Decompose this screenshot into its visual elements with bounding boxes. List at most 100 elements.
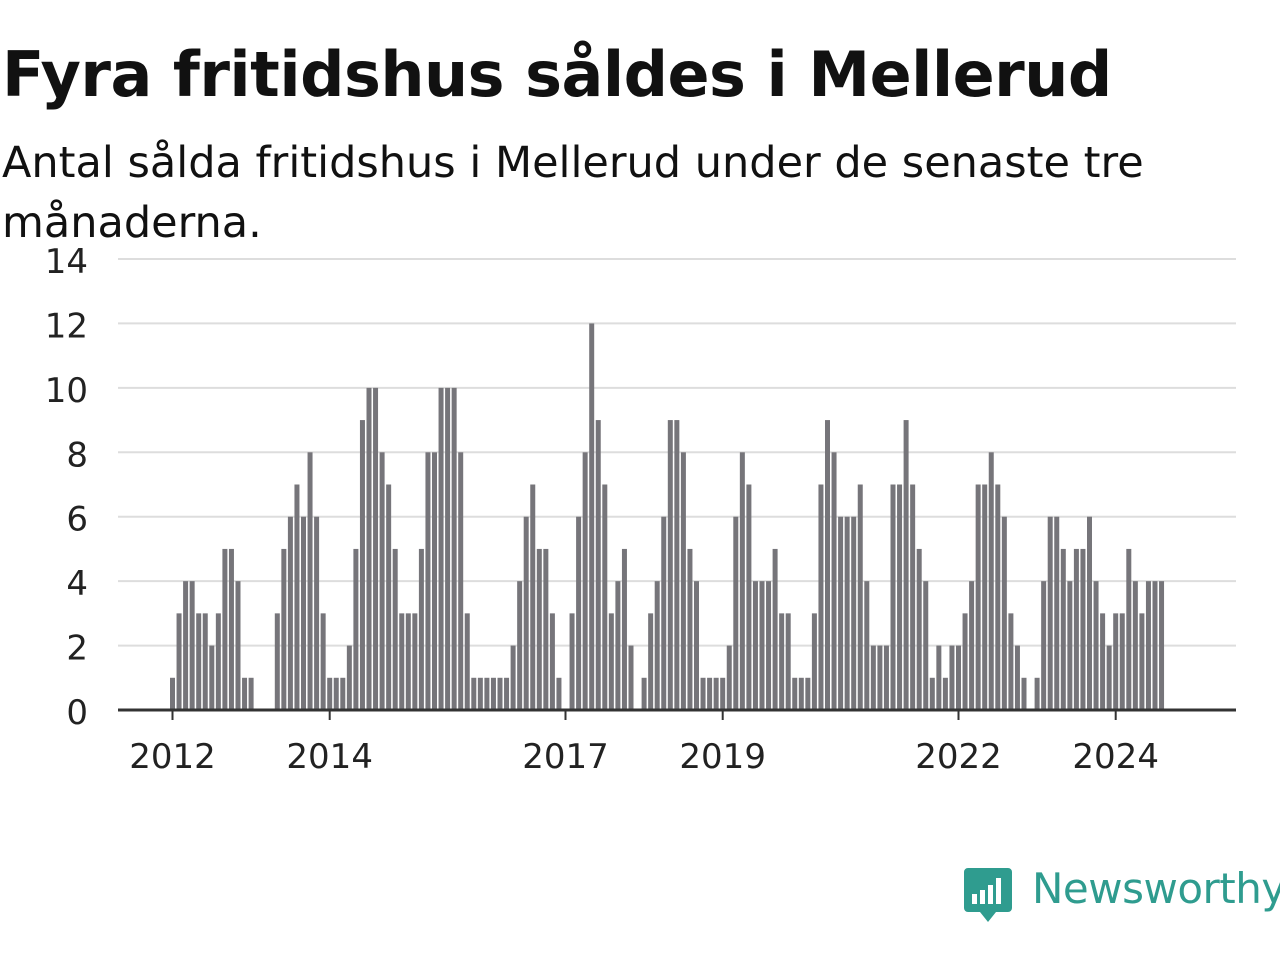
bar — [825, 420, 830, 710]
bar — [523, 516, 529, 710]
bar — [1014, 645, 1020, 710]
y-tick-label: 2 — [66, 629, 88, 669]
y-tick-label: 10 — [45, 371, 88, 411]
bar — [890, 484, 896, 710]
bar — [510, 645, 516, 710]
bar — [1139, 613, 1145, 710]
bar — [733, 516, 739, 710]
bar — [1106, 645, 1112, 710]
bar — [923, 581, 929, 710]
bar — [608, 613, 614, 710]
bar — [752, 581, 758, 710]
bar — [988, 452, 994, 710]
bar — [248, 677, 254, 710]
bar — [490, 677, 496, 710]
bar — [327, 677, 333, 710]
bar — [903, 420, 909, 710]
bar — [399, 613, 405, 710]
bar — [805, 677, 811, 710]
bar — [1100, 613, 1106, 710]
bar — [294, 484, 300, 710]
bar — [484, 677, 490, 710]
bar — [307, 452, 313, 710]
bar — [654, 581, 660, 710]
bar — [936, 645, 942, 710]
x-tick-label: 2012 — [129, 737, 216, 777]
bar — [667, 420, 673, 710]
bar — [464, 613, 470, 710]
bar — [792, 677, 798, 710]
bar — [504, 677, 510, 710]
bar — [209, 645, 215, 710]
bar — [870, 645, 876, 710]
x-tick-label: 2017 — [522, 737, 609, 777]
newsworthy-logo-icon — [964, 868, 1012, 922]
bar — [359, 420, 365, 710]
bar — [274, 613, 280, 710]
bar — [242, 677, 248, 710]
chart-subtitle: Antal sålda fritidshus i Mellerud under … — [2, 138, 1144, 248]
bar — [818, 484, 824, 710]
bar — [969, 581, 975, 710]
bar — [910, 484, 916, 710]
bar — [569, 613, 575, 710]
bar — [883, 645, 889, 710]
bar — [1119, 613, 1125, 710]
bar — [366, 387, 372, 710]
bar — [536, 548, 542, 710]
bar — [641, 677, 647, 710]
bar — [811, 613, 817, 710]
bar — [353, 548, 359, 710]
bar-chart: 0 2 4 6 8 10 12 14 2012 2014 2017 2019 2022 2024 4 — [45, 0, 1236, 777]
bar — [956, 645, 961, 710]
bar — [340, 677, 346, 710]
bar — [392, 548, 398, 710]
bar — [1067, 581, 1073, 710]
bar — [287, 516, 293, 710]
x-tick-label: 2019 — [679, 737, 766, 777]
bar — [222, 548, 228, 710]
bar — [661, 516, 667, 710]
bar — [995, 484, 1001, 710]
bar — [379, 452, 385, 710]
bar — [772, 548, 778, 710]
x-tick-label: 2024 — [1072, 737, 1159, 777]
bar — [687, 548, 693, 710]
bar — [602, 484, 608, 710]
bar — [497, 677, 503, 710]
bar — [1126, 548, 1132, 710]
bar — [412, 613, 418, 710]
bar — [1001, 516, 1007, 710]
bar — [373, 387, 379, 710]
data-label: 4 — [1162, 0, 1182, 8]
bar — [196, 613, 202, 710]
bar — [1159, 581, 1165, 710]
bar — [477, 677, 483, 710]
bar — [346, 645, 352, 710]
bar — [942, 677, 948, 710]
bar — [333, 677, 339, 710]
bar — [831, 452, 837, 710]
y-tick-label: 4 — [66, 564, 88, 604]
bar — [779, 613, 785, 710]
bar — [759, 581, 765, 710]
bar — [897, 484, 903, 710]
bar — [694, 581, 699, 710]
bar — [1113, 613, 1119, 710]
bar — [621, 548, 627, 710]
bar — [1054, 516, 1060, 710]
bar — [949, 645, 955, 710]
brand-name: Newsworthy — [1032, 864, 1280, 913]
bar — [320, 613, 326, 710]
bar — [235, 581, 241, 710]
bar — [425, 452, 431, 710]
y-tick-label: 0 — [66, 693, 88, 733]
bar — [700, 677, 706, 710]
bar — [1047, 516, 1053, 710]
bar — [445, 387, 451, 710]
bar — [785, 613, 791, 710]
bar — [386, 484, 392, 710]
bar — [517, 581, 523, 710]
bar — [1073, 548, 1079, 710]
bar — [1080, 548, 1086, 710]
